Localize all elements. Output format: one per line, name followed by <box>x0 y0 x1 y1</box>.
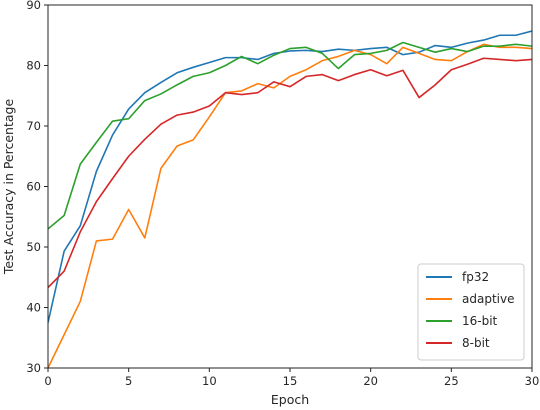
y-tick-label: 50 <box>26 240 41 254</box>
x-axis: 0 5 10 15 20 25 30 <box>44 368 539 388</box>
series-layer <box>48 30 532 368</box>
x-tick-label: 25 <box>444 374 459 388</box>
x-tick-label: 20 <box>363 374 378 388</box>
x-tick-label: 0 <box>44 374 51 388</box>
legend: fp32 adaptive 16-bit 8-bit <box>417 263 525 361</box>
legend-frame <box>417 263 525 361</box>
legend-label-16-bit: 16-bit <box>462 314 498 328</box>
x-tick-label: 30 <box>525 374 540 388</box>
series-line-8-bit <box>48 57 532 289</box>
legend-label-adaptive: adaptive <box>462 292 514 306</box>
y-axis-label: Test Accuracy in Percentage <box>1 99 16 276</box>
y-tick-label: 40 <box>26 301 41 315</box>
legend-label-8-bit: 8-bit <box>462 336 490 350</box>
series-line-fp32 <box>48 30 532 324</box>
y-tick-label: 90 <box>26 0 41 12</box>
y-axis: 30 40 50 60 70 80 90 <box>26 0 48 375</box>
x-tick-label: 10 <box>202 374 217 388</box>
x-tick-label: 15 <box>283 374 298 388</box>
y-tick-label: 30 <box>26 361 41 375</box>
x-axis-label: Epoch <box>271 392 309 407</box>
series-line-16-bit <box>48 41 532 230</box>
series-line-adaptive <box>48 43 532 368</box>
x-tick-label: 5 <box>125 374 132 388</box>
y-tick-label: 60 <box>26 180 41 194</box>
y-tick-label: 80 <box>26 59 41 73</box>
legend-label-fp32: fp32 <box>462 270 489 284</box>
y-tick-label: 70 <box>26 119 41 133</box>
